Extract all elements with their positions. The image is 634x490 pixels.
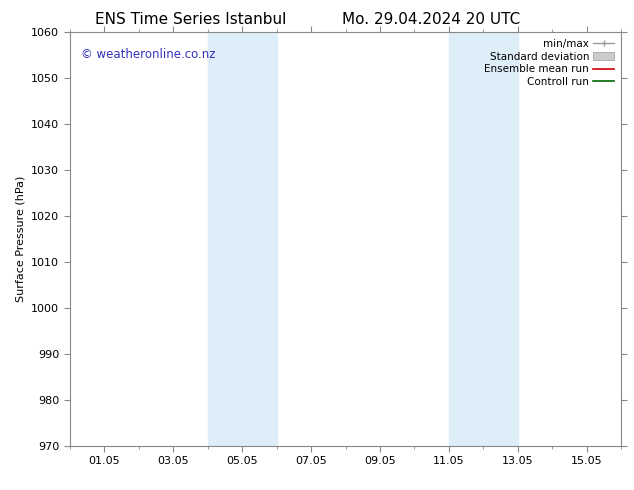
Text: ENS Time Series Istanbul: ENS Time Series Istanbul: [94, 12, 286, 27]
Text: Mo. 29.04.2024 20 UTC: Mo. 29.04.2024 20 UTC: [342, 12, 521, 27]
Legend: min/max, Standard deviation, Ensemble mean run, Controll run: min/max, Standard deviation, Ensemble me…: [482, 37, 616, 89]
Bar: [449, 32, 518, 446]
Bar: [207, 32, 276, 446]
Y-axis label: Surface Pressure (hPa): Surface Pressure (hPa): [16, 176, 25, 302]
Text: © weatheronline.co.nz: © weatheronline.co.nz: [81, 49, 216, 61]
